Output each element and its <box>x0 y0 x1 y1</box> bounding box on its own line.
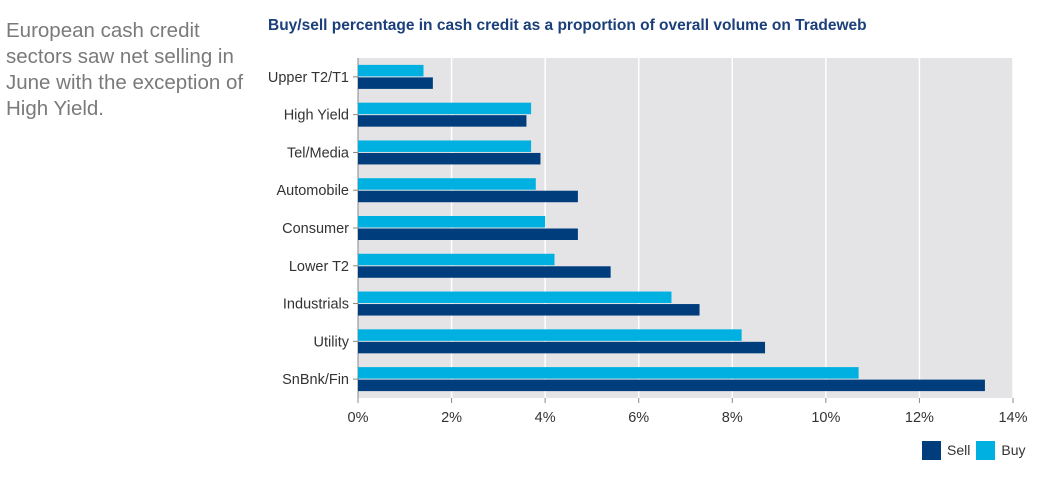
x-tick-label: 10% <box>811 410 840 426</box>
bar-sell <box>358 266 611 278</box>
side-commentary: European cash credit sectors saw net sel… <box>6 19 244 120</box>
category-label: High Yield <box>284 108 349 124</box>
category-label: Tel/Media <box>287 145 350 161</box>
legend-swatch-buy <box>976 440 996 460</box>
bar-buy <box>358 178 536 190</box>
chart-title: Buy/sell percentage in cash credit as a … <box>268 17 867 34</box>
bar-sell <box>358 77 433 89</box>
x-tick-label: 4% <box>535 410 556 426</box>
chart-legend: Sell Buy <box>922 440 1031 460</box>
x-tick-label: 6% <box>628 410 649 426</box>
bar-sell <box>358 304 700 316</box>
category-label: Automobile <box>276 183 349 199</box>
category-label: Industrials <box>283 297 349 313</box>
bar-sell <box>358 228 578 240</box>
category-label: SnBnk/Fin <box>282 372 349 388</box>
bar-buy <box>358 140 532 152</box>
x-tick-label: 12% <box>905 410 934 426</box>
bar-sell <box>358 115 527 127</box>
x-tick-label: 14% <box>998 410 1027 426</box>
bar-sell <box>358 341 766 354</box>
bar-sell <box>358 190 578 203</box>
bar-buy <box>358 102 532 115</box>
legend-swatch-sell <box>922 440 941 460</box>
bar-buy <box>358 291 672 304</box>
category-label: Consumer <box>282 221 349 237</box>
legend-item-buy: Buy <box>976 440 1026 460</box>
category-label: Upper T2/T1 <box>268 70 349 86</box>
plot-area <box>358 58 1013 398</box>
category-label: Lower T2 <box>289 259 349 275</box>
bar-buy <box>358 329 742 341</box>
x-tick-label: 2% <box>441 410 462 426</box>
legend-item-sell: Sell <box>922 440 971 460</box>
category-label: Utility <box>314 334 350 350</box>
bar-buy <box>358 367 859 379</box>
x-tick-label: 8% <box>722 410 743 426</box>
legend-label-sell: Sell <box>947 442 971 458</box>
bar-buy <box>358 64 424 77</box>
bar-buy <box>358 216 546 228</box>
x-tick-label: 0% <box>348 410 369 426</box>
bar-sell <box>358 152 541 165</box>
bar-sell <box>358 379 985 392</box>
legend-label-buy: Buy <box>1001 442 1026 458</box>
bar-buy <box>358 253 555 266</box>
